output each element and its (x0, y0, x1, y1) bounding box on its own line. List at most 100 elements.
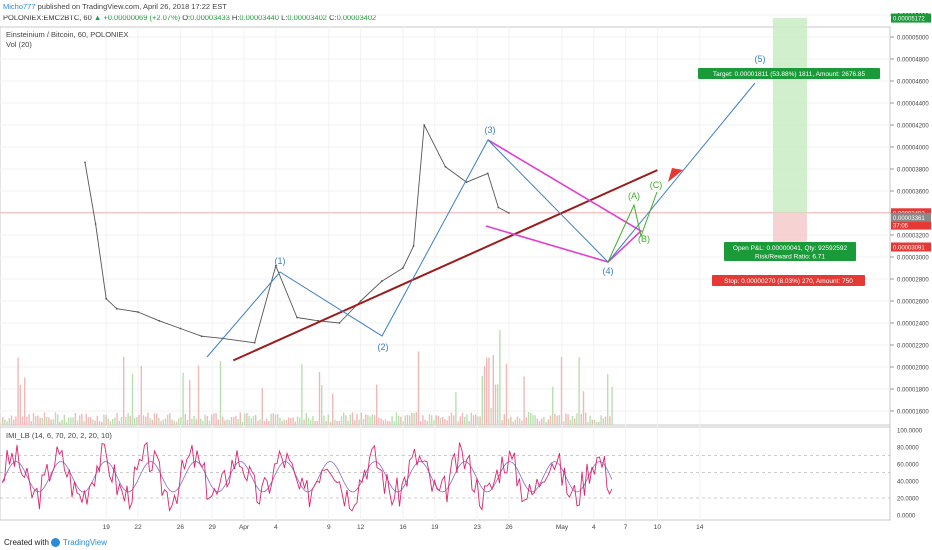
volume-bar (65, 421, 68, 425)
volume-bar (90, 417, 92, 425)
volume-bar (360, 412, 362, 425)
imi-pane[interactable] (0, 426, 891, 521)
volume-bar (472, 415, 475, 425)
volume-bar (532, 415, 534, 425)
volume-bar (246, 412, 248, 425)
wave-label: (B) (638, 234, 650, 244)
volume-bar (200, 418, 202, 425)
stop-box-bg (712, 275, 865, 286)
published-text: published on TradingView.com, April 26, … (37, 2, 227, 11)
symbol-text: POLONIEX:EMC2BTC, 60 (3, 13, 92, 22)
volume-bar (312, 416, 314, 425)
volume-bar (310, 420, 312, 425)
price-point (508, 212, 510, 214)
volume-bar (611, 386, 613, 425)
volume-bar (345, 415, 347, 425)
wave-label: (2) (378, 342, 389, 352)
volume-bar (35, 415, 37, 425)
imi-tick-label: 0.0000 (897, 514, 916, 520)
volume-bar (426, 420, 428, 425)
volume-bar (105, 414, 107, 425)
volume-bar (455, 392, 457, 425)
volume-bar (87, 417, 90, 425)
change-text: ▲ +0.00000069 (+2.07%) (93, 13, 181, 22)
volume-bar (406, 414, 409, 425)
volume-bar (259, 419, 261, 425)
high-value: 0.00003440 (239, 13, 279, 22)
tradingview-brand[interactable]: TradingView (63, 538, 108, 547)
wave-label: (A) (628, 191, 640, 201)
imi-tick-label: 40.0000 (897, 480, 919, 486)
volume-bar (24, 377, 26, 425)
price-tag-bg (891, 220, 931, 230)
volume-bar (358, 419, 360, 425)
author-link[interactable]: Micho777 (3, 2, 36, 11)
volume-bar (305, 412, 307, 425)
volume-bar (316, 421, 318, 425)
volume-bar (43, 412, 46, 425)
volume-bar (602, 418, 604, 425)
volume-bar (325, 421, 327, 425)
imi-tick-label: 80.0000 (897, 446, 919, 452)
low-value: 0.00003402 (287, 13, 327, 22)
volume-bar (464, 416, 466, 425)
target-box-bg (698, 68, 880, 79)
price-tag: 0.00003091 (893, 245, 925, 251)
volume-bar (74, 413, 76, 425)
price-tag-bg (891, 212, 931, 222)
volume-bar (314, 421, 316, 425)
volume-bar (211, 414, 213, 425)
volume-bar (488, 357, 490, 425)
volume-bar (508, 418, 510, 425)
volume-bar (197, 365, 200, 425)
main-pane[interactable] (0, 26, 891, 426)
volume-bar (255, 414, 257, 425)
volume-bar (435, 415, 437, 425)
volume-bar (224, 420, 226, 425)
volume-bar (576, 413, 578, 425)
y-tick-label: 0.00004600 (897, 80, 929, 86)
volume-bar (530, 412, 532, 425)
volume-bar (395, 412, 398, 425)
volume-bar (10, 415, 13, 425)
volume-bar (307, 417, 310, 425)
y-tick-label: 0.00003000 (897, 256, 929, 262)
volume-bar (609, 416, 611, 425)
volume-bar (534, 415, 536, 425)
volume-bar (563, 421, 565, 425)
x-tick-label: 12 (357, 524, 365, 531)
volume-bar (519, 418, 521, 425)
volume-bar (263, 421, 266, 425)
footer: Created with TradingView (0, 535, 932, 550)
price-point (84, 161, 86, 164)
x-tick-label: 19 (431, 524, 439, 531)
close-label: C: (329, 13, 337, 22)
volume-bar (479, 416, 481, 425)
volume-bar (279, 417, 281, 425)
volume-bar (466, 414, 468, 425)
volume-bar (538, 420, 541, 425)
price-tag: 0.00005172 (893, 17, 925, 23)
chart-canvas[interactable]: (1) (2) (3) (4) (5) (A) (B) (C) Target: 0.000018… (0, 0, 932, 535)
volume-bar (167, 414, 169, 425)
volume-bar (4, 419, 6, 425)
volume-bar (145, 416, 147, 425)
volume-bar (446, 420, 448, 425)
volume-bar (41, 417, 43, 425)
price-point (200, 335, 203, 338)
price-series (84, 124, 510, 344)
volume-bar (103, 414, 105, 425)
price-point (179, 327, 182, 330)
close-value: 0.00003402 (336, 13, 377, 22)
grid (0, 14, 890, 520)
volume-bar (336, 420, 338, 425)
volume-bar (457, 421, 459, 425)
volume-bar (574, 418, 576, 425)
triangle-lines (485, 139, 643, 263)
volume-bar (6, 421, 8, 425)
volume-bar (387, 420, 389, 425)
volume-bar (191, 418, 193, 425)
wave-label: (5) (755, 54, 766, 64)
volume-bar (237, 418, 239, 425)
volume-bar (72, 417, 74, 425)
